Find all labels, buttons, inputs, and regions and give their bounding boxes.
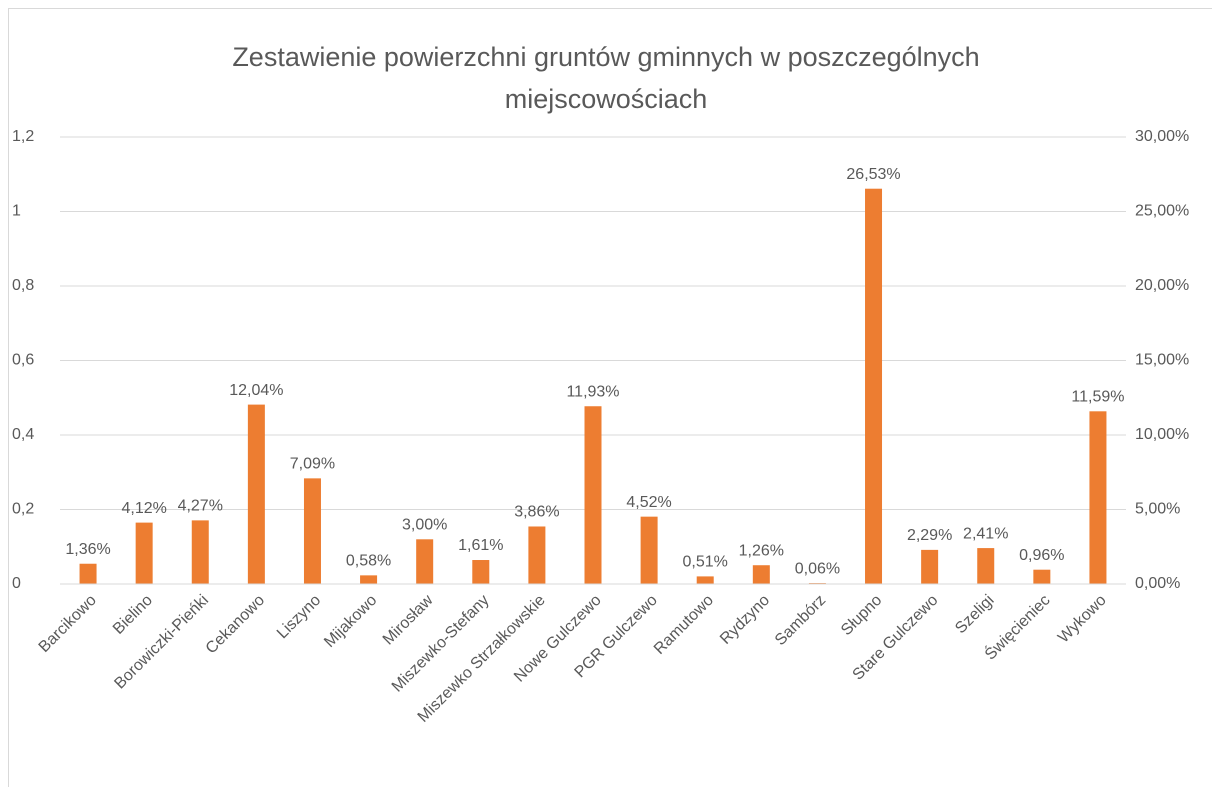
data-label: 2,41% — [963, 525, 1008, 542]
y-tick-label: 0 — [12, 575, 21, 592]
y-tick-label: 0,4 — [12, 426, 34, 443]
x-tick-label: Wykowo — [1055, 592, 1110, 647]
y2-tick-label: 15,00% — [1135, 352, 1189, 369]
data-label: 7,09% — [290, 456, 335, 473]
data-label: 2,29% — [907, 527, 952, 544]
bar — [584, 406, 602, 584]
data-label: 3,00% — [402, 517, 447, 534]
bar — [247, 404, 265, 584]
bar — [135, 522, 153, 584]
x-tick-label: Cekanowo — [203, 592, 269, 658]
data-label: 12,04% — [229, 382, 283, 399]
data-label: 0,96% — [1019, 547, 1064, 564]
x-tick-label: Miszewko-Stefany — [389, 592, 493, 696]
bar — [640, 516, 658, 584]
bar — [865, 188, 883, 584]
x-tick-label: Mijakowo — [321, 592, 380, 651]
y2-tick-label: 0,00% — [1135, 575, 1180, 592]
bar — [1033, 569, 1051, 584]
x-tick-label: Rydzyno — [717, 592, 773, 648]
data-label: 4,12% — [121, 500, 166, 517]
data-label: 11,93% — [566, 383, 619, 400]
x-tick-label: Borowiczki-Pieńki — [111, 592, 212, 693]
y-tick-label: 0,2 — [12, 501, 34, 518]
x-tick-label: Ramutowo — [651, 592, 717, 658]
data-label: 0,51% — [683, 554, 728, 571]
data-label: 3,86% — [514, 504, 559, 521]
data-label: 1,36% — [65, 541, 110, 558]
x-tick-label: Sambórz — [772, 592, 829, 649]
bar — [303, 478, 321, 584]
x-tick-label: Liszyno — [274, 592, 324, 642]
data-label: 0,58% — [346, 553, 391, 570]
bar — [921, 549, 939, 584]
y-tick-label: 0,8 — [12, 277, 34, 294]
data-label: 11,59% — [1071, 389, 1124, 406]
y-tick-label: 0,6 — [12, 352, 34, 369]
data-label: 1,61% — [458, 537, 503, 554]
y-tick-label: 1 — [12, 203, 21, 220]
y2-tick-label: 30,00% — [1135, 128, 1189, 145]
data-label: 1,26% — [739, 542, 784, 559]
chart-title: Zestawienie powierzchni gruntów gminnych… — [232, 42, 980, 114]
y2-tick-label: 5,00% — [1135, 501, 1180, 518]
bar — [416, 539, 434, 584]
bar — [472, 560, 490, 584]
bar — [752, 565, 770, 584]
bar — [191, 520, 209, 584]
bar — [528, 526, 546, 584]
x-tick-label: Bielino — [110, 592, 156, 638]
y2-tick-label: 10,00% — [1135, 426, 1189, 443]
bar — [360, 575, 378, 584]
data-label: 26,53% — [846, 166, 900, 183]
y-tick-label: 1,2 — [12, 128, 34, 145]
bar — [79, 563, 97, 584]
x-tick-label: Szeligi — [952, 592, 997, 637]
data-label: 0,06% — [795, 560, 840, 577]
bar — [696, 576, 714, 584]
bar — [977, 548, 995, 584]
data-label: 4,52% — [626, 494, 671, 511]
x-tick-label: Słupno — [838, 592, 885, 639]
chart-border — [8, 8, 1212, 787]
data-label: 4,27% — [178, 498, 223, 515]
x-tick-label: Mirosław — [380, 591, 437, 648]
y2-tick-label: 25,00% — [1135, 203, 1189, 220]
bar — [1089, 411, 1107, 584]
x-tick-label: Barcikowo — [36, 592, 100, 656]
y2-tick-label: 20,00% — [1135, 277, 1189, 294]
